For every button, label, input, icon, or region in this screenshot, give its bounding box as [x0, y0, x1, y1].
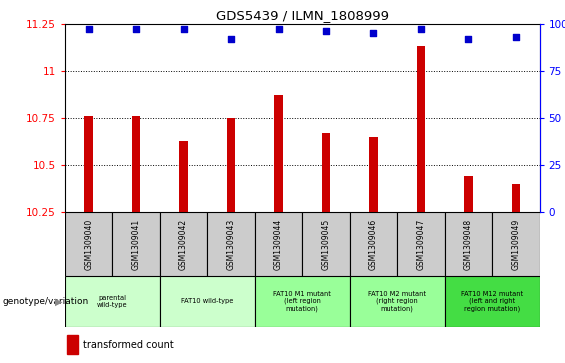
Bar: [445, 212, 492, 276]
Text: GSM1309048: GSM1309048: [464, 219, 473, 270]
Point: [369, 30, 378, 36]
Text: GSM1309040: GSM1309040: [84, 219, 93, 270]
Text: transformed count: transformed count: [83, 340, 174, 350]
Text: GSM1309042: GSM1309042: [179, 219, 188, 270]
Bar: [179, 140, 188, 212]
Bar: [112, 212, 160, 276]
Text: GSM1309045: GSM1309045: [321, 219, 331, 270]
Bar: [255, 212, 302, 276]
Bar: [227, 118, 236, 212]
Text: GSM1309046: GSM1309046: [369, 219, 378, 270]
Bar: [492, 212, 540, 276]
Bar: [350, 276, 445, 327]
Text: FAT10 M1 mutant
(left region
mutation): FAT10 M1 mutant (left region mutation): [273, 291, 331, 312]
Text: GSM1309049: GSM1309049: [511, 219, 520, 270]
Bar: [65, 276, 160, 327]
Bar: [302, 212, 350, 276]
Bar: [160, 212, 207, 276]
Bar: [350, 212, 397, 276]
Bar: [84, 116, 93, 212]
Point: [227, 36, 236, 42]
Title: GDS5439 / ILMN_1808999: GDS5439 / ILMN_1808999: [216, 9, 389, 23]
Text: FAT10 M2 mutant
(right region
mutation): FAT10 M2 mutant (right region mutation): [368, 291, 426, 312]
Bar: [65, 212, 112, 276]
Bar: [464, 176, 473, 212]
Point: [274, 26, 283, 32]
Bar: [369, 137, 378, 212]
Text: FAT10 wild-type: FAT10 wild-type: [181, 298, 233, 304]
Text: GSM1309047: GSM1309047: [416, 219, 425, 270]
Bar: [445, 276, 540, 327]
Point: [132, 26, 141, 32]
Bar: [255, 276, 350, 327]
Bar: [160, 276, 255, 327]
Point: [464, 36, 473, 42]
Point: [416, 26, 425, 32]
Text: parental
wild-type: parental wild-type: [97, 295, 128, 308]
Bar: [416, 46, 425, 212]
Point: [84, 26, 93, 32]
Point: [321, 28, 331, 34]
Bar: [207, 212, 255, 276]
Bar: [274, 95, 283, 212]
Bar: [132, 116, 141, 212]
Bar: [67, 335, 78, 354]
Bar: [397, 212, 445, 276]
Text: genotype/variation: genotype/variation: [3, 297, 89, 306]
Point: [511, 34, 520, 40]
Bar: [511, 184, 520, 212]
Text: GSM1309041: GSM1309041: [132, 219, 141, 270]
Point: [179, 26, 188, 32]
Text: FAT10 M12 mutant
(left and right
region mutation): FAT10 M12 mutant (left and right region …: [461, 291, 523, 312]
Text: GSM1309043: GSM1309043: [227, 219, 236, 270]
Text: ▶: ▶: [55, 296, 62, 306]
Text: GSM1309044: GSM1309044: [274, 219, 283, 270]
Bar: [321, 133, 331, 212]
